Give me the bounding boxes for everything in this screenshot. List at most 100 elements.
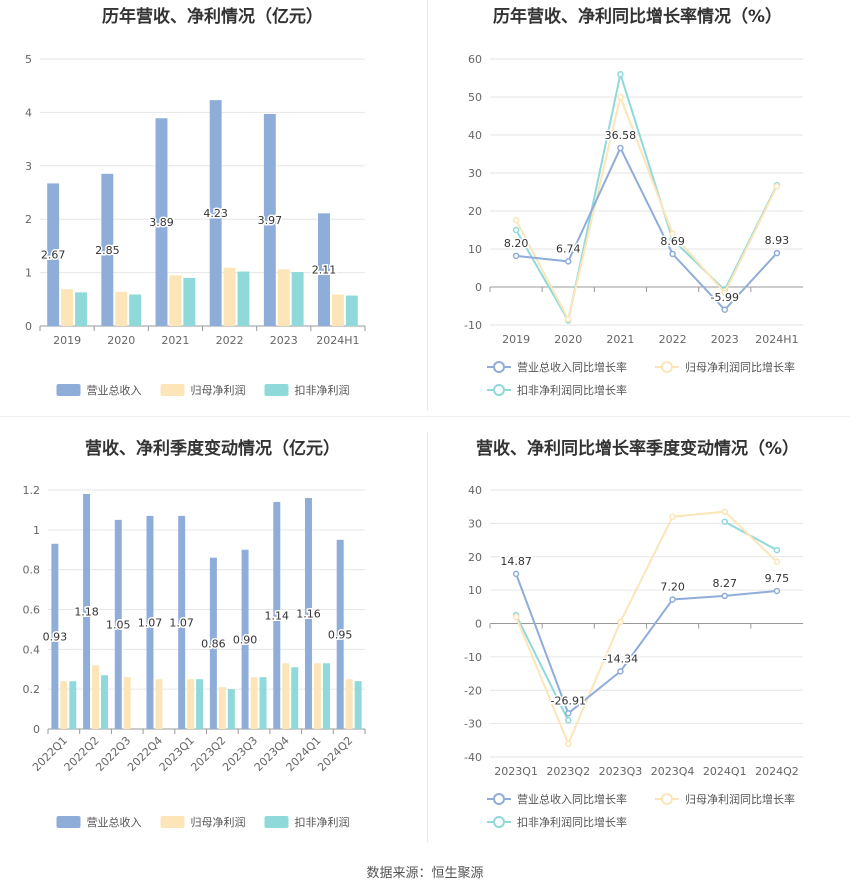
bar-0 — [47, 183, 60, 326]
data-label: 2.11 — [312, 264, 337, 277]
bar-0 — [263, 114, 276, 326]
series-point-1 — [565, 740, 572, 747]
series-point-0 — [512, 570, 520, 578]
series-line-2 — [515, 70, 778, 324]
data-label: 8.20 — [504, 237, 528, 250]
bar-1 — [218, 687, 226, 729]
data-label: 0.90 — [233, 633, 258, 646]
series-point-0 — [721, 306, 728, 314]
y-tick-label: -40 — [464, 751, 482, 764]
bar-2 — [69, 681, 77, 729]
series-point-2 — [773, 546, 781, 554]
series-point-1 — [721, 289, 728, 296]
legend-swatch — [56, 384, 81, 396]
y-tick-label: 60 — [468, 53, 482, 66]
x-tick-label: 2023Q4 — [651, 765, 695, 778]
chart-annual-revenue-profit: 历年营收、净利情况（亿元） 0 1 2 3 4 5 2019 2020 2021 2022 2023… — [0, 0, 425, 430]
legend-marker — [661, 793, 673, 805]
y-tick-label: 10 — [468, 584, 482, 597]
x-tick-label: 2024Q2 — [755, 765, 799, 778]
series-point-1 — [617, 618, 624, 626]
series-point-1 — [773, 183, 781, 190]
data-label: 14.87 — [500, 555, 531, 568]
bar-1 — [155, 679, 163, 729]
y-tick-label: 0.6 — [23, 604, 41, 617]
y-tick-label: 1.2 — [23, 484, 41, 497]
legend-marker — [493, 361, 505, 373]
bar-0 — [101, 173, 114, 326]
series-point-0 — [773, 587, 781, 595]
bar-1 — [92, 665, 100, 729]
data-label: 0.93 — [43, 630, 68, 643]
series-point-0 — [617, 144, 624, 152]
chart-title: 历年营收、净利同比增长率情况（%） — [492, 7, 783, 27]
y-tick-label: 40 — [468, 484, 482, 497]
data-label: 1.14 — [265, 609, 290, 622]
data-label: 7.20 — [660, 580, 685, 593]
bar-0 — [146, 515, 154, 729]
bar-0 — [155, 118, 168, 326]
chart-title: 营收、净利季度变动情况（亿元） — [85, 439, 340, 459]
data-label: 8.27 — [713, 577, 738, 590]
y-tick-label: 30 — [468, 517, 482, 530]
y-tick-label: 10 — [468, 243, 482, 256]
series-line-0 — [515, 145, 778, 312]
legend-swatch — [160, 816, 185, 828]
series-point-2 — [512, 226, 520, 234]
legend-label: 营业总收入 — [87, 383, 142, 397]
legend-label: 扣非净利润 — [295, 383, 350, 397]
bar-1 — [123, 677, 131, 729]
legend-marker — [493, 816, 505, 828]
bar-1 — [313, 663, 321, 729]
data-source: 数据来源：恒生聚源 — [366, 866, 484, 881]
bar-0 — [51, 543, 59, 729]
legend-label: 扣非净利润 — [295, 815, 350, 829]
x-tick-label: 2023Q3 — [599, 765, 643, 778]
x-tick-label: 2023 — [711, 333, 739, 346]
y-tick-label: 0 — [475, 618, 482, 631]
series-line-0 — [515, 573, 778, 715]
bar-0 — [304, 497, 312, 729]
legend-label: 营业总收入同比增长率 — [517, 360, 627, 374]
y-tick-label: -20 — [464, 684, 482, 697]
bar-0 — [83, 493, 91, 729]
chart-quarterly-revenue-profit: 营收、净利季度变动情况（亿元） 0 0.2 0.4 0.6 0.8 1 1.2 2022Q1 2… — [0, 432, 425, 862]
series-point-2 — [721, 518, 728, 525]
y-tick-label: 40 — [468, 129, 482, 142]
bar-2 — [345, 295, 358, 326]
series-line-2 — [515, 614, 570, 721]
series-point-1 — [512, 613, 520, 621]
x-tick-label: 2020 — [554, 333, 582, 346]
legend-label: 营业总收入 — [87, 815, 142, 829]
chart-canvas: -10 0 10 20 30 40 50 60 2019 2020 2021 2022 2023 2024… — [464, 53, 803, 397]
data-label: 1.18 — [74, 605, 99, 618]
chart-canvas: 00.20.40.60.811.22022Q12022Q22022Q32022Q… — [23, 484, 366, 829]
x-tick-label: 2021 — [161, 334, 189, 347]
series-point-2 — [565, 717, 572, 724]
series-point-1 — [617, 93, 624, 101]
series-line-1 — [515, 510, 778, 747]
y-tick-label: 20 — [468, 551, 482, 564]
x-tick-label: 2022 — [216, 334, 244, 347]
bar-1 — [331, 294, 344, 326]
y-tick-label: 5 — [25, 53, 32, 66]
bar-0 — [114, 519, 122, 729]
bar-0 — [209, 100, 222, 326]
y-tick-label: -10 — [464, 319, 482, 332]
chart-canvas: -40 -30 -20 -10 0 10 20 30 40 2023Q1 2023Q2 2023Q3 2… — [464, 484, 803, 829]
series-point-0 — [565, 258, 572, 265]
bar-2 — [291, 272, 304, 326]
legend-label: 归母净利润 — [191, 383, 246, 397]
series-line-1 — [515, 93, 778, 323]
legend-marker — [493, 793, 505, 805]
divider — [427, 432, 428, 842]
chart-quarterly-growth-rate: 营收、净利同比增长率季度变动情况（%） -40 -30 -20 -10 0 10 20 30 4… — [425, 432, 850, 862]
legend-label: 归母净利润同比增长率 — [685, 360, 795, 374]
series-point-1 — [773, 558, 781, 566]
bar-0 — [241, 549, 249, 729]
legend-label: 营业总收入同比增长率 — [517, 792, 627, 806]
legend-label: 归母净利润 — [191, 815, 246, 829]
bar-2 — [291, 667, 299, 729]
x-tick-label: 2024H1 — [316, 334, 359, 347]
series-point-0 — [669, 596, 676, 603]
